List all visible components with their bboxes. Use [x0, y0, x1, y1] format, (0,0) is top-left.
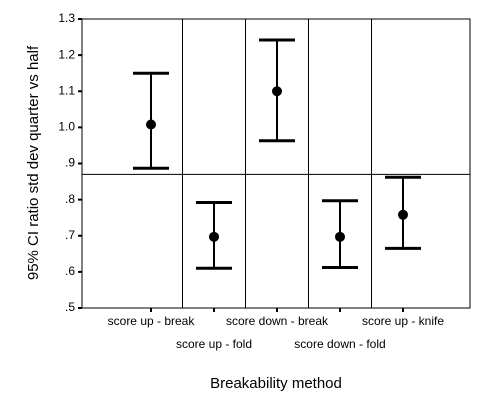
- y-tick-label: 1.3: [58, 11, 75, 25]
- mean-point: [272, 86, 282, 97]
- y-tick-label: 1.0: [58, 120, 75, 134]
- x-tick-label: score down - fold: [294, 337, 385, 351]
- y-axis-title: 95% CI ratio std dev quarter vs half: [25, 45, 42, 280]
- x-axis-title: Breakability method: [210, 375, 342, 392]
- mean-point: [209, 231, 219, 242]
- mean-point: [398, 209, 408, 220]
- y-tick-label: .9: [65, 156, 75, 170]
- y-tick-label: .6: [65, 264, 75, 278]
- y-tick-label: .7: [65, 228, 75, 242]
- mean-point: [146, 119, 156, 130]
- mean-point: [335, 231, 345, 242]
- y-tick-label: 1.2: [58, 47, 75, 61]
- x-tick-label: score up - knife: [362, 314, 444, 328]
- x-tick-label: score up - break: [108, 314, 196, 328]
- x-tick-label: score up - fold: [176, 337, 252, 351]
- y-tick-label: .5: [65, 300, 75, 314]
- y-tick-label: .8: [65, 192, 75, 206]
- y-tick-label: 1.1: [58, 83, 75, 97]
- x-tick-label: score down - break: [226, 314, 329, 328]
